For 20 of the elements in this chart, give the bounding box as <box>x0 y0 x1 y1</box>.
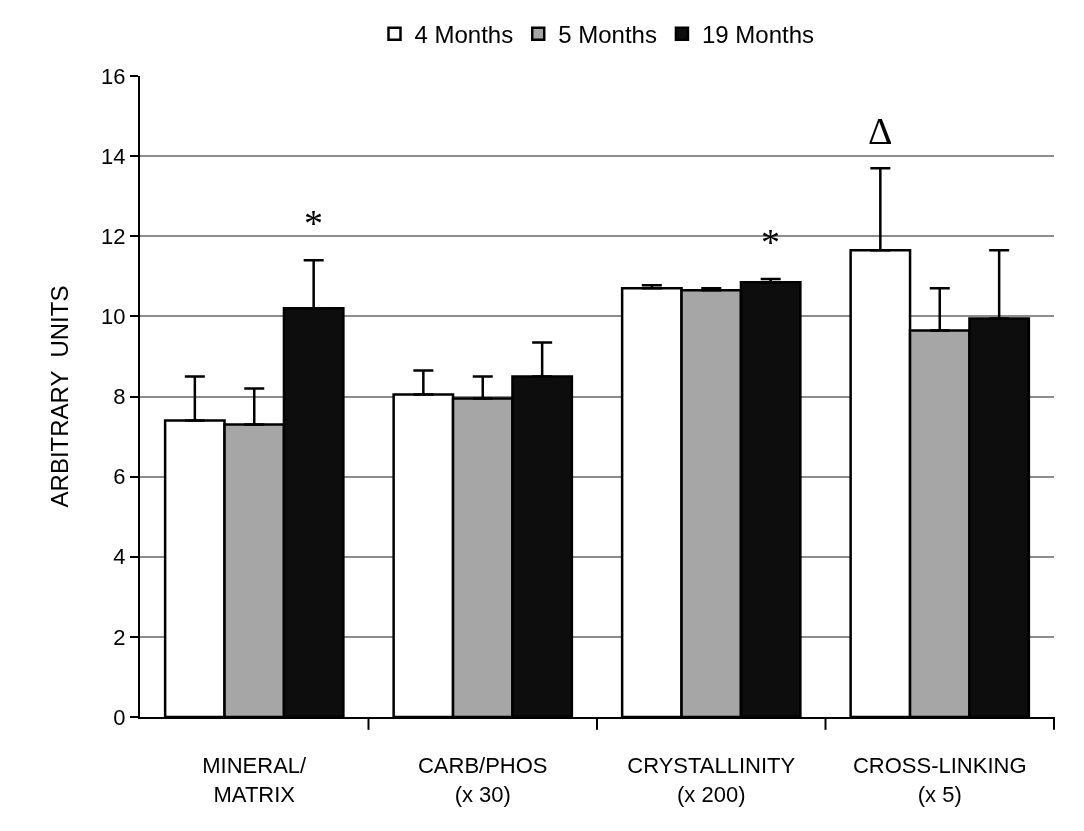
y-tick-label: 14 <box>101 143 126 169</box>
x-tick-label: MINERAL/ MATRIX <box>202 753 308 807</box>
annotation: Δ <box>868 110 893 152</box>
x-tick-label: CARB/PHOS (x 30) <box>417 753 548 807</box>
annotation: * <box>761 221 780 263</box>
y-tick-label: 10 <box>101 304 126 330</box>
legend-label: 19 Months <box>701 21 815 49</box>
legend-label: 5 Months <box>558 21 657 49</box>
y-tick-label: 4 <box>113 544 126 570</box>
y-tick-label: 6 <box>113 464 126 490</box>
annotation: * <box>304 202 323 244</box>
y-tick-label: 16 <box>101 63 126 89</box>
x-tick-label: CRYSTALLINITY (x 200) <box>627 753 796 807</box>
y-axis-title: ARBITRARY UNITS <box>45 285 73 508</box>
y-tick-label: 8 <box>113 384 126 410</box>
y-tick-label: 0 <box>113 704 126 730</box>
x-tick-label: CROSS-LINKING (x 5) <box>852 753 1027 807</box>
y-tick-label: 12 <box>101 223 126 249</box>
y-tick-label: 2 <box>113 624 126 650</box>
legend-label: 4 Months <box>414 21 514 49</box>
